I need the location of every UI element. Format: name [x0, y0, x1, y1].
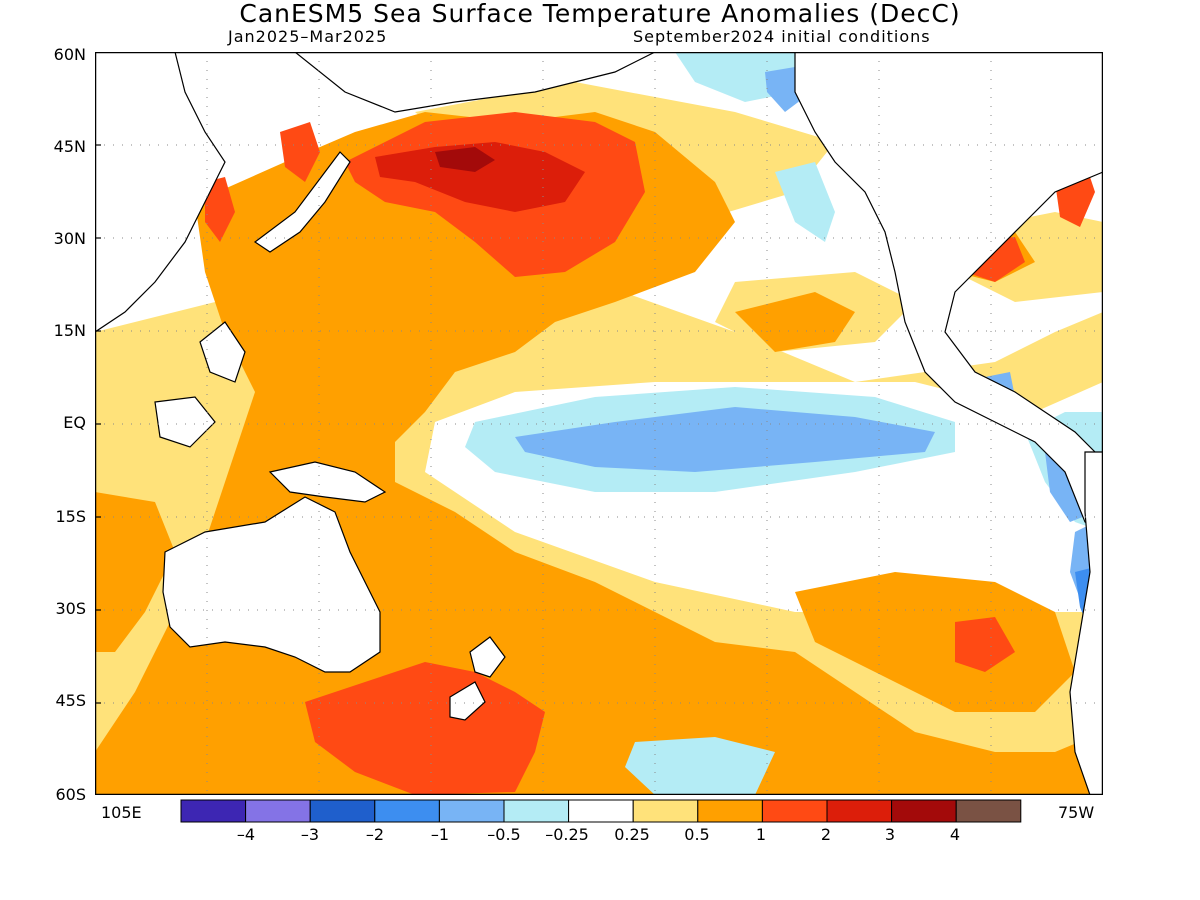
lat-label: 15N [53, 321, 86, 340]
colorbar-label: –0.25 [545, 825, 589, 844]
colorbar-swatch [826, 799, 893, 823]
lat-label: 45S [55, 691, 86, 710]
lat-label: 15S [55, 507, 86, 526]
colorbar-label: 2 [820, 825, 832, 844]
colorbar [180, 799, 1022, 823]
lat-label: 30N [53, 229, 86, 248]
axis-ticks [95, 144, 101, 704]
colorbar-label: –4 [236, 825, 256, 844]
map-title: CanESM5 Sea Surface Temperature Anomalie… [239, 0, 961, 28]
colorbar-swatch [632, 799, 699, 823]
colorbar-label: –3 [300, 825, 320, 844]
forecast-period: Jan2025–Mar2025 [228, 27, 388, 46]
colorbar-swatch [568, 799, 634, 823]
land [95, 52, 1103, 795]
colorbar-swatch [891, 799, 957, 823]
lat-label: 60S [55, 785, 86, 804]
colorbar-swatch [374, 799, 440, 823]
anomaly-2 [375, 142, 585, 212]
lat-label: EQ [63, 413, 86, 432]
colorbar-label: 4 [949, 825, 961, 844]
lon-label-right: 75W [1058, 803, 1095, 822]
colorbar-swatch [180, 799, 247, 823]
colorbar-label: –0.5 [487, 825, 521, 844]
lat-label: 30S [55, 599, 86, 618]
colorbar-swatch [955, 799, 1022, 823]
colorbar-swatch [697, 799, 763, 823]
colorbar-swatch [309, 799, 376, 823]
sst-anomaly-map [95, 52, 1103, 795]
lat-label: 60N [53, 45, 86, 64]
colorbar-label: –1 [430, 825, 450, 844]
colorbar-label: 0.5 [684, 825, 710, 844]
anomaly-3 [435, 147, 495, 172]
initial-conditions: September2024 initial conditions [633, 27, 931, 46]
lat-label: 45N [53, 137, 86, 156]
colorbar-label: 3 [884, 825, 896, 844]
colorbar-swatch [761, 799, 828, 823]
colorbar-label: 1 [755, 825, 767, 844]
colorbar-swatch [503, 799, 570, 823]
colorbar-label: 0.25 [614, 825, 650, 844]
colorbar-label: –2 [365, 825, 385, 844]
graticule [95, 52, 1103, 795]
lon-label-left: 105E [101, 803, 142, 822]
colorbar-swatch [245, 799, 311, 823]
colorbar-swatch [438, 799, 505, 823]
